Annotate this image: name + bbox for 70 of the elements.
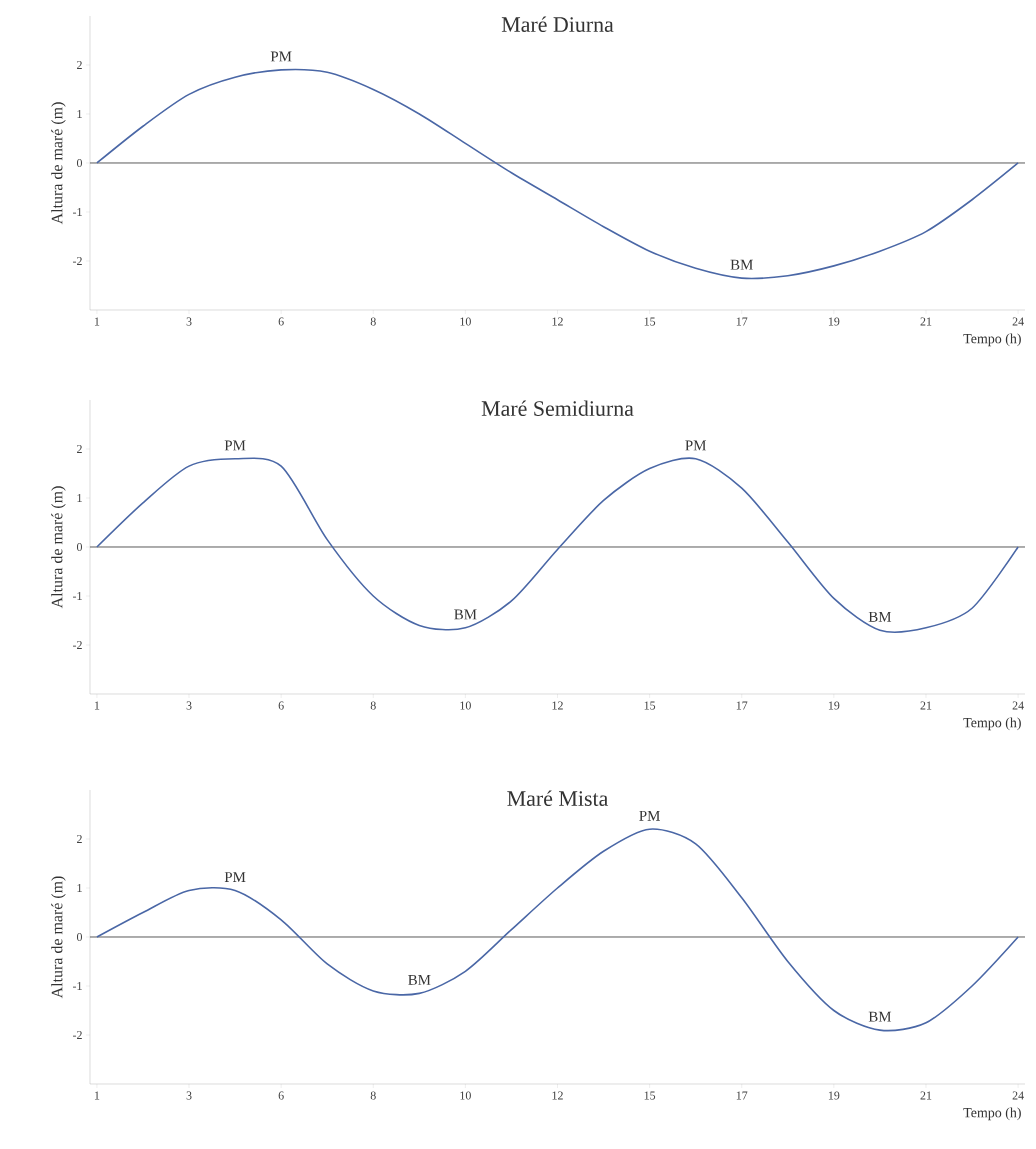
x-tick-label: 19 [828,701,840,710]
x-tick-label: 12 [552,317,563,326]
x-tick-label: 8 [370,1091,376,1100]
line-series [96,68,1019,280]
x-tick-label: 17 [736,317,748,326]
y-tick-label: -2 [72,641,82,649]
x-axis-title: Tempo (h) [963,717,1021,731]
x-tick-label: 1 [94,701,100,710]
annotation: BM [730,259,753,270]
x-axis-title: Tempo (h) [963,1107,1021,1121]
annotation: PM [685,440,707,451]
y-axis-title: Altura de maré (m) [51,102,66,225]
y-axis-title: Altura de maré (m) [51,486,66,609]
x-tick-label: 15 [644,701,656,710]
x-tick-label: 3 [186,701,192,710]
y-tick-label: 0 [76,158,83,168]
y-tick-label: 0 [76,542,83,552]
x-tick-label: 10 [460,1091,471,1100]
x-tick-label: 19 [828,317,840,326]
x-tick-label: 8 [370,701,376,710]
x-tick-label: 8 [370,317,376,326]
annotation: PM [224,872,246,882]
x-tick-label: 15 [644,1091,656,1100]
y-tick-label: -1 [72,592,82,600]
annotation: PM [270,51,292,62]
annotation: BM [868,611,892,622]
line-series [96,457,1019,633]
y-tick-label: -2 [72,1031,82,1039]
x-tick-label: 24 [1012,317,1024,326]
x-tick-label: 24 [1012,1091,1024,1100]
x-tick-label: 17 [736,701,748,710]
y-tick-label: -2 [72,257,82,265]
x-tick-label: 21 [920,1091,932,1100]
x-axis-title: Tempo (h) [963,333,1021,347]
x-tick-label: 10 [460,701,471,710]
x-tick-label: 21 [920,317,932,326]
annotation: PM [224,440,246,451]
x-tick-label: 1 [94,317,100,326]
x-tick-label: 6 [278,317,284,326]
x-tick-label: 6 [278,1091,284,1100]
y-tick-label: 1 [77,884,82,892]
x-tick-label: 3 [186,317,192,326]
annotation: PM [639,810,660,821]
x-tick-label: 24 [1012,701,1024,710]
x-tick-label: 6 [278,701,284,710]
y-axis-title: Altura de maré (m) [51,876,66,999]
x-tick-label: 1 [94,1091,100,1100]
y-tick-label: -1 [72,208,82,216]
x-tick-label: 17 [736,1091,748,1100]
y-tick-label: 2 [77,61,82,69]
annotation: BM [408,975,431,985]
x-tick-label: 19 [828,1091,840,1100]
x-tick-label: 12 [552,1091,563,1100]
y-tick-label: -1 [72,982,82,990]
chart-title: Maré Mista [507,790,609,806]
line-series [96,828,1019,1032]
y-tick-label: 1 [77,110,82,118]
annotation: BM [868,1011,892,1022]
x-tick-label: 21 [920,701,932,710]
chart-title: Maré Diurna [501,16,614,32]
y-tick-label: 2 [77,835,82,843]
y-tick-label: 1 [77,494,82,502]
chart-title: Maré Semidiurna [481,400,634,416]
annotation: BM [454,609,477,620]
x-tick-label: 12 [552,701,563,710]
x-tick-label: 10 [460,317,471,326]
x-tick-label: 3 [186,1091,192,1100]
y-tick-label: 2 [77,445,82,453]
x-tick-label: 15 [644,317,656,326]
y-tick-label: 0 [76,932,83,942]
